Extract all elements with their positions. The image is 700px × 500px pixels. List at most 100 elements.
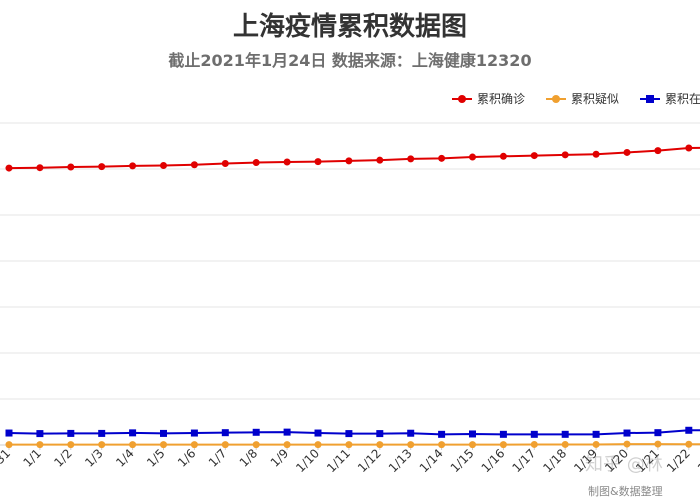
- data-point: [345, 430, 353, 438]
- x-tick-label: 1/8: [237, 446, 261, 470]
- data-point: [5, 164, 13, 172]
- legend-label-current: 累积在: [665, 92, 700, 106]
- data-point: [252, 441, 260, 449]
- data-point: [36, 164, 44, 172]
- data-point: [5, 429, 13, 437]
- data-point: [530, 430, 538, 438]
- data-point: [592, 430, 600, 438]
- x-tick-label: 1/9: [268, 446, 292, 470]
- data-point: [438, 154, 446, 162]
- data-point: [5, 441, 13, 449]
- x-tick-label: 1/1: [20, 446, 44, 470]
- data-point: [685, 426, 693, 434]
- data-point: [190, 429, 198, 437]
- x-tick-label: 31: [0, 446, 13, 467]
- data-point: [98, 429, 106, 437]
- data-point: [407, 155, 415, 163]
- data-point: [592, 150, 600, 158]
- x-tick-label: 1/22: [664, 446, 693, 475]
- x-tick-label: 1/16: [479, 446, 508, 475]
- data-point: [160, 441, 167, 449]
- legend-item-current[interactable]: 累积在: [640, 90, 700, 107]
- data-point: [469, 153, 476, 161]
- data-point: [438, 441, 446, 449]
- watermark: 知乎 @林: [585, 454, 663, 475]
- data-point: [654, 429, 662, 437]
- data-point: [283, 428, 291, 436]
- data-point: [129, 429, 137, 437]
- data-point: [469, 430, 476, 438]
- legend-item-suspected[interactable]: 累积疑似: [546, 90, 619, 107]
- series-line: [9, 443, 700, 446]
- legend: 累积确诊 累积疑似 累积在: [0, 90, 700, 110]
- data-point: [469, 441, 476, 449]
- data-point: [221, 441, 229, 449]
- x-tick-label: 1/5: [144, 446, 168, 470]
- data-point: [314, 429, 322, 437]
- x-tick-label: 1/10: [293, 446, 322, 475]
- data-point: [67, 429, 75, 437]
- x-tick-label: 1/14: [417, 446, 446, 475]
- data-point: [654, 147, 662, 155]
- data-point: [685, 144, 693, 152]
- legend-marker-current: [640, 93, 660, 105]
- data-point: [67, 441, 75, 449]
- data-point: [283, 158, 291, 166]
- data-point: [623, 440, 631, 448]
- series-line: [8, 146, 700, 170]
- x-tick-label: 1/15: [448, 446, 477, 475]
- x-tick-label: 1/3: [82, 446, 106, 470]
- data-point: [314, 441, 322, 449]
- x-tick-label: 1/2: [51, 446, 75, 470]
- legend-marker-suspected: [546, 93, 566, 105]
- data-point: [98, 163, 106, 171]
- data-point: [252, 159, 260, 167]
- data-point: [252, 428, 260, 436]
- data-point: [190, 441, 198, 449]
- data-point: [499, 441, 507, 449]
- legend-label-suspected: 累积疑似: [571, 92, 620, 106]
- data-point: [499, 152, 507, 160]
- x-tick-label: 1/6: [175, 446, 199, 470]
- data-point: [561, 430, 569, 438]
- data-point: [129, 162, 137, 170]
- x-tick-label: 1/11: [324, 446, 353, 475]
- data-point: [36, 430, 44, 438]
- chart-subtitle: 截止2021年1月24日 数据来源：上海健康12320: [168, 51, 532, 70]
- data-point: [190, 161, 198, 169]
- data-point: [314, 158, 322, 166]
- legend-marker-confirmed: [452, 93, 472, 105]
- data-point: [530, 440, 538, 448]
- series-line: [8, 429, 700, 436]
- data-point: [623, 148, 631, 156]
- x-tick-label: 1/23: [695, 446, 700, 475]
- data-point: [499, 430, 507, 438]
- chart-title: 上海疫情累积数据图: [232, 12, 467, 42]
- data-point: [561, 151, 569, 159]
- data-point: [376, 441, 384, 449]
- data-point: [530, 152, 538, 160]
- data-point: [129, 441, 137, 449]
- credit-text: 制图&数据整理: [588, 485, 663, 498]
- data-point: [345, 441, 353, 449]
- data-point: [160, 429, 167, 437]
- data-point: [67, 163, 75, 171]
- x-tick-label: 1/17: [509, 446, 538, 475]
- data-point: [98, 441, 106, 449]
- data-point: [407, 429, 415, 437]
- data-point: [376, 430, 384, 438]
- data-point: [160, 162, 167, 170]
- data-point: [654, 440, 662, 448]
- data-point: [221, 159, 229, 167]
- data-point: [623, 429, 631, 437]
- data-point: [592, 440, 600, 448]
- data-point: [36, 441, 44, 449]
- x-tick-label: 1/7: [206, 446, 230, 470]
- x-tick-label: 1/12: [355, 446, 384, 475]
- data-point: [685, 440, 693, 448]
- x-tick-label: 1/13: [386, 446, 415, 475]
- legend-item-confirmed[interactable]: 累积确诊: [452, 90, 525, 107]
- data-point: [438, 430, 446, 438]
- data-point: [407, 441, 415, 449]
